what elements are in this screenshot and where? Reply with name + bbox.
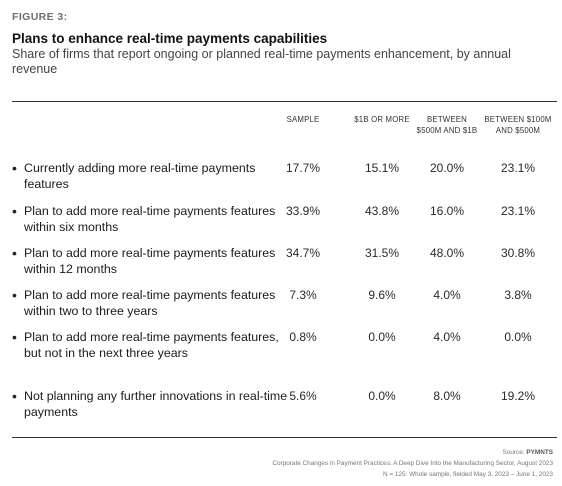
data-cell: 0.0% — [504, 330, 532, 344]
column-header-line: $1B OR MORE — [354, 115, 410, 124]
data-cell: 30.8% — [500, 246, 536, 260]
column-header-line: BETWEEN $100M — [484, 115, 552, 124]
data-cell: 9.6% — [368, 288, 396, 302]
bullet-marker: • — [12, 160, 17, 176]
bullet-marker: • — [12, 245, 17, 261]
source-prefix: Source: — [502, 449, 527, 456]
row-label: Plan to add more real-time payments feat… — [24, 330, 279, 361]
footer-report: Corporate Changes in Payment Practices: … — [272, 460, 553, 467]
chart-title: Plans to enhance real-time payments capa… — [12, 31, 328, 46]
row-label: Plan to add more real-time payments feat… — [24, 288, 276, 319]
data-cell: 7.3% — [289, 288, 317, 302]
data-cell: 33.9% — [285, 204, 321, 218]
column-header: $1B OR MORE — [337, 114, 427, 125]
bullet-marker: • — [12, 203, 17, 219]
bullet-marker: • — [12, 287, 17, 303]
data-cell: 0.8% — [289, 330, 317, 344]
data-cell: 23.1% — [500, 161, 536, 175]
data-cell: 4.0% — [433, 330, 461, 344]
column-header-line: $500M AND $1B — [416, 126, 478, 135]
column-header-line: BETWEEN — [427, 115, 467, 124]
column-header: SAMPLE — [258, 114, 348, 125]
footer-source: Source: PYMNTS — [503, 449, 553, 456]
data-cell: 48.0% — [429, 246, 465, 260]
data-cell: 19.2% — [500, 389, 536, 403]
data-cell: 3.8% — [504, 288, 532, 302]
data-cell: 34.7% — [285, 246, 321, 260]
bottom-rule — [12, 437, 557, 438]
data-cell: 23.1% — [500, 204, 536, 218]
top-rule — [12, 101, 557, 102]
row-label: Currently adding more real-time payments… — [24, 161, 256, 192]
data-cell: 16.0% — [429, 204, 465, 218]
row-label: Plan to add more real-time payments feat… — [24, 246, 276, 277]
data-cell: 15.1% — [364, 161, 400, 175]
data-cell: 4.0% — [433, 288, 461, 302]
data-cell: 0.0% — [368, 389, 396, 403]
figure-label: FIGURE 3: — [12, 11, 68, 23]
data-cell: 31.5% — [364, 246, 400, 260]
column-header-line: AND $500M — [495, 126, 541, 135]
column-header: BETWEEN $100M AND $500M — [473, 114, 562, 136]
bullet-marker: • — [12, 388, 17, 404]
column-header: BETWEEN $500M AND $1B — [402, 114, 492, 136]
row-label: Not planning any further innovations in … — [24, 389, 288, 420]
footer-sample-note: N = 125: Whole sample, fielded May 3, 20… — [383, 471, 553, 478]
column-header-line: SAMPLE — [286, 115, 320, 124]
source-name: PYMNTS — [526, 449, 553, 456]
chart-subtitle: Share of firms that report ongoing or pl… — [12, 47, 511, 76]
row-label: Plan to add more real-time payments feat… — [24, 204, 276, 235]
data-cell: 17.7% — [285, 161, 321, 175]
data-cell: 20.0% — [429, 161, 465, 175]
data-cell: 0.0% — [368, 330, 396, 344]
data-cell: 8.0% — [433, 389, 461, 403]
bullet-marker: • — [12, 329, 17, 345]
data-cell: 5.6% — [289, 389, 317, 403]
data-cell: 43.8% — [364, 204, 400, 218]
